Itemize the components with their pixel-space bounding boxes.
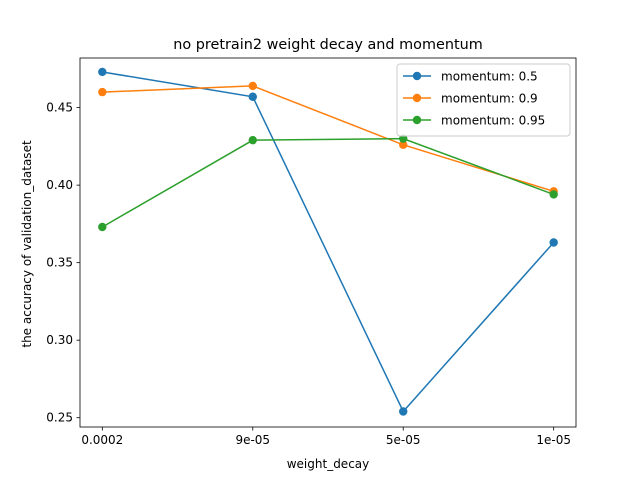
data-point	[399, 407, 408, 416]
data-point	[248, 135, 257, 145]
data-point	[248, 81, 257, 91]
data-point	[549, 238, 558, 247]
x-tick-label: 9e-05	[235, 433, 270, 447]
data-point	[399, 134, 408, 143]
x-axis-label: weight_decay	[287, 457, 370, 471]
axes-frame	[79, 57, 577, 428]
y-tick-label: 0.40	[46, 178, 73, 192]
y-axis-label: the accuracy of validation_dataset	[20, 140, 34, 348]
data-point	[399, 140, 408, 150]
x-tick-label: 1e-05	[536, 433, 571, 447]
data-point	[248, 92, 257, 101]
legend-marker	[412, 71, 422, 81]
legend-box	[396, 63, 571, 137]
legend-marker	[412, 93, 422, 103]
y-tick-label: 0.25	[46, 411, 73, 425]
data-point	[549, 190, 558, 199]
series-line-0	[102, 71, 555, 413]
y-tick-label: 0.35	[46, 256, 73, 270]
plot-area: 0.25 0.30 0.35 0.40 0.45 0.0002 9e-05 5e-05 1e-0…	[46, 57, 577, 447]
series-line-1	[102, 85, 554, 193]
data-point	[98, 222, 107, 232]
series-line-2	[101, 137, 554, 228]
x-tick-label: 5e-05	[386, 433, 421, 447]
data-point	[98, 67, 107, 77]
legend-label: momentum: 0.95	[441, 114, 545, 128]
legend-label: momentum: 0.5	[441, 70, 538, 84]
chart-title: no pretrain2 weight decay and momentum	[173, 37, 482, 53]
data-point	[98, 87, 107, 97]
x-tick-label: 0.0002	[81, 433, 123, 447]
legend: momentum: 0.5 momentum: 0.9 momentum: 0.95	[396, 63, 571, 137]
y-tick-label: 0.30	[46, 333, 73, 347]
legend-marker	[412, 115, 422, 125]
legend-label: momentum: 0.9	[441, 92, 538, 106]
y-tick-label: 0.45	[46, 101, 73, 115]
